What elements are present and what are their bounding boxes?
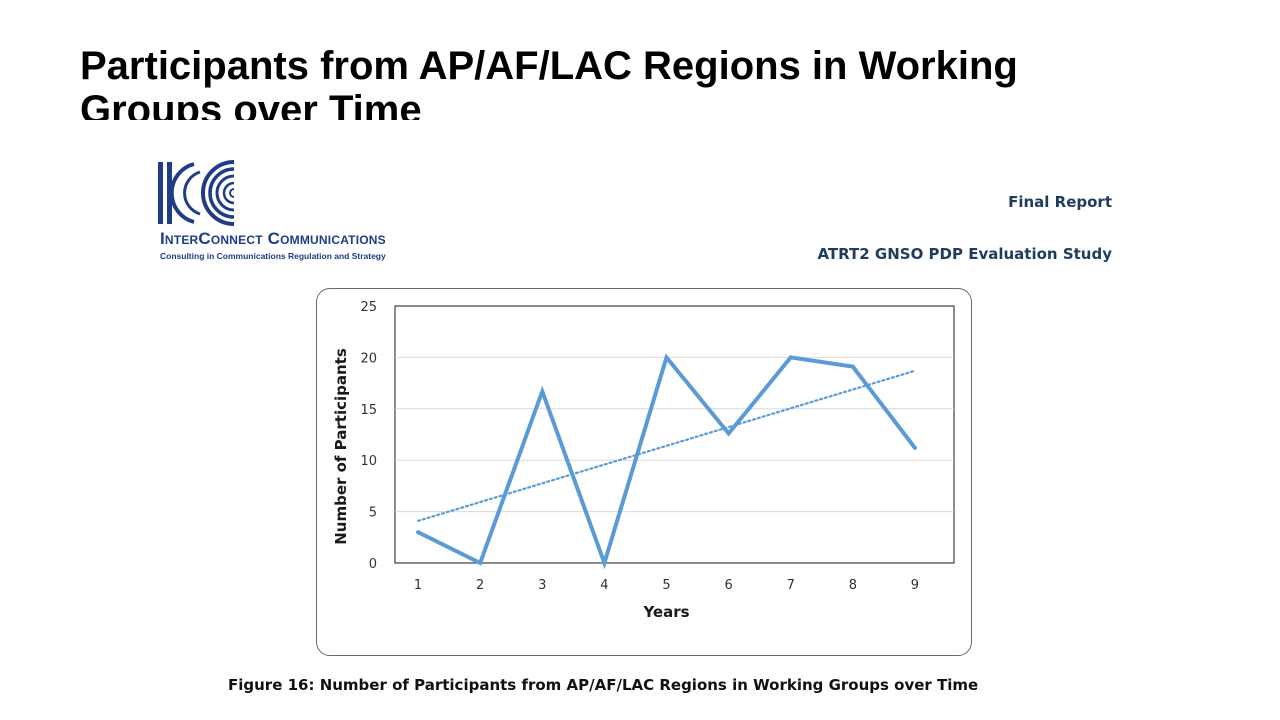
x-axis-label: Years: [642, 603, 689, 621]
x-tick-label: 9: [911, 578, 919, 593]
x-tick-label: 6: [724, 578, 732, 593]
x-tick-label: 7: [787, 578, 795, 593]
y-tick-label: 15: [360, 403, 377, 418]
data-point: [913, 446, 917, 450]
y-tick-label: 10: [360, 454, 377, 469]
x-tick-label: 5: [662, 578, 670, 593]
logo-mark-icon: [158, 160, 235, 226]
x-tick-label: 1: [414, 578, 422, 593]
plot-area: [394, 305, 955, 564]
x-tick-label: 4: [600, 578, 608, 593]
data-point: [665, 355, 668, 359]
data-point: [789, 355, 793, 359]
data-point: [851, 365, 855, 369]
x-tick-label: 2: [476, 578, 484, 593]
y-tick-label: 20: [360, 351, 377, 366]
y-tick-label: 25: [360, 300, 377, 315]
data-point: [540, 389, 544, 393]
x-tick-label: 8: [849, 578, 857, 593]
y-tick-label: 5: [369, 506, 377, 521]
data-point: [478, 561, 482, 565]
chart-frame: [316, 288, 972, 656]
trendline: [416, 369, 917, 522]
data-point: [416, 530, 420, 534]
line-chart: 0 5 10 15 20 25 1 2 3 4 5 6 7 8 9 Years Number of Partic…: [332, 300, 955, 621]
data-point: [602, 561, 606, 565]
logo-tagline: Consulting in Communications Regulation …: [160, 251, 386, 261]
x-tick-label: 3: [538, 578, 546, 593]
figure-caption: Figure 16: Number of Participants from A…: [228, 676, 979, 694]
study-title: ATRT2 GNSO PDP Evaluation Study: [817, 245, 1112, 263]
report-title: Final Report: [1008, 193, 1112, 211]
y-tick-label: 0: [369, 557, 377, 572]
logo-name: InterConnect Communications: [160, 229, 386, 248]
company-logo: [158, 160, 428, 270]
y-axis-label: Number of Participants: [332, 348, 350, 545]
slide-title: Participants from AP/AF/LAC Regions in W…: [80, 44, 1018, 120]
data-point: [727, 431, 731, 435]
